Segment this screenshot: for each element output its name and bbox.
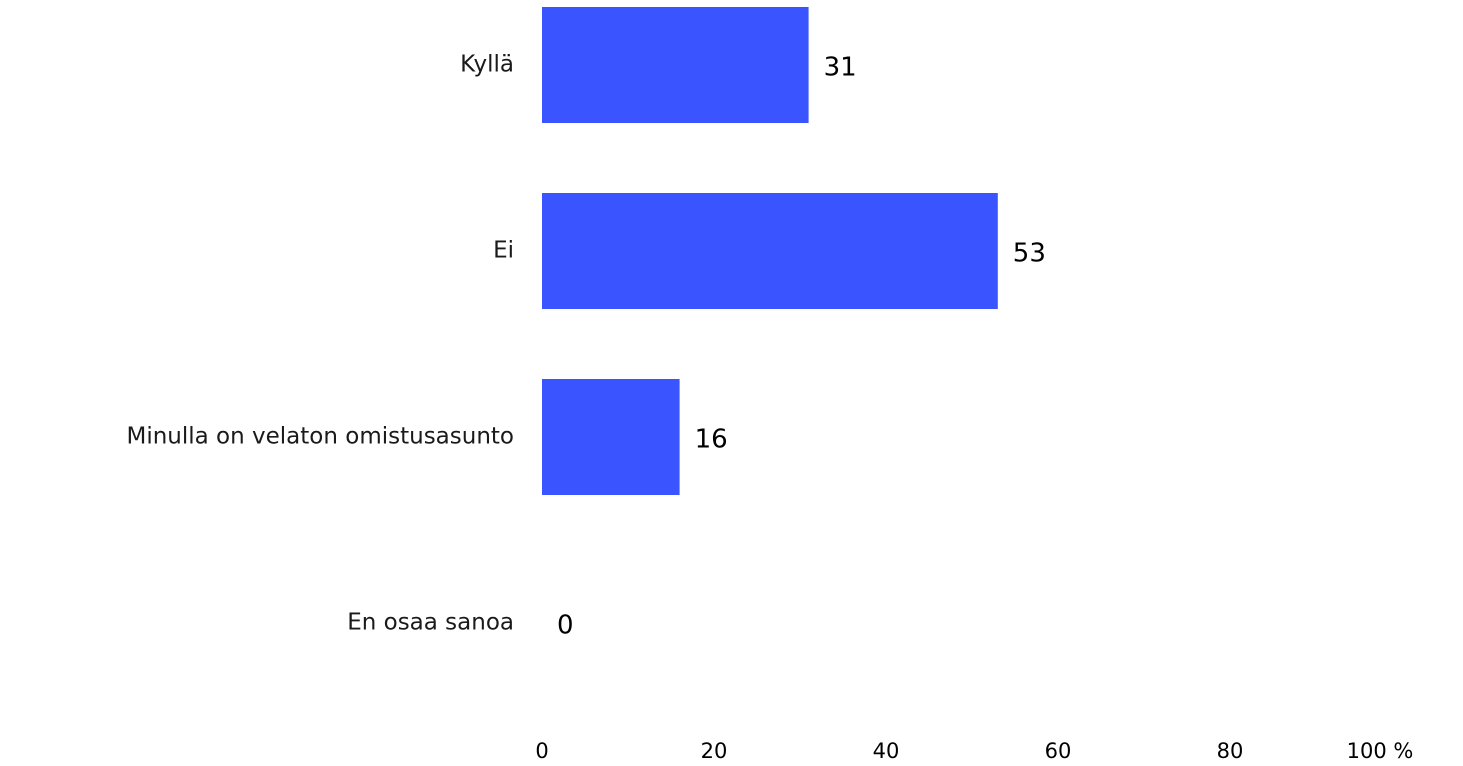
value-label: 0 bbox=[557, 611, 574, 641]
category-label: Kyllä bbox=[460, 52, 514, 78]
value-label: 31 bbox=[824, 53, 857, 83]
category-label: Minulla on velaton omistusasunto bbox=[126, 424, 514, 450]
category-labels: Kyllä Ei Minulla on velaton omistusasunto E… bbox=[126, 52, 514, 636]
x-tick-label: 40 bbox=[873, 739, 900, 763]
bar bbox=[542, 7, 809, 123]
bars-layer bbox=[542, 7, 998, 495]
value-label: 53 bbox=[1013, 239, 1046, 269]
x-tick-label: 80 bbox=[1217, 739, 1244, 763]
x-tick-label: 20 bbox=[701, 739, 728, 763]
x-tick-label: 60 bbox=[1045, 739, 1072, 763]
x-tick-label: 100 % bbox=[1347, 739, 1414, 763]
value-labels: 31 53 16 0 bbox=[557, 53, 1046, 641]
category-label: En osaa sanoa bbox=[347, 610, 514, 636]
bar bbox=[542, 193, 998, 309]
x-axis-tick-labels: 0 20 40 60 80 100 % bbox=[535, 739, 1413, 763]
value-label: 16 bbox=[695, 425, 728, 455]
x-tick-label: 0 bbox=[535, 739, 548, 763]
bar bbox=[542, 379, 680, 495]
category-label: Ei bbox=[493, 238, 514, 264]
